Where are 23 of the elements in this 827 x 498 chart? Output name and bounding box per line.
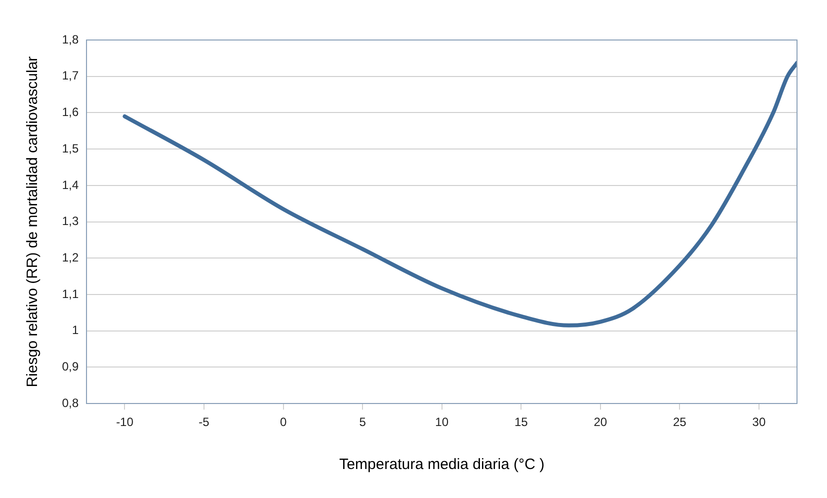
x-tick-label: 0 <box>280 415 287 430</box>
x-tick-label: 20 <box>594 415 608 430</box>
line-series <box>122 60 797 328</box>
x-tick-label: 30 <box>752 415 766 430</box>
x-tick-label: -5 <box>198 415 210 430</box>
x-tick-label: 5 <box>359 415 366 430</box>
y-tick-label: 1,8 <box>62 32 79 46</box>
x-tick-label: -10 <box>116 415 134 430</box>
y-tick-label: 1,5 <box>62 141 79 156</box>
y-tick-label: 1,3 <box>62 214 79 228</box>
y-tick-label: 1 <box>72 323 79 338</box>
y-axis-title: Riesgo relativo (RR) de mortalidad cardiovascular <box>24 56 42 388</box>
y-tick-label: 1,4 <box>62 178 79 192</box>
y-tick-label: 0,8 <box>62 396 79 410</box>
y-tick-label: 1,7 <box>62 68 79 83</box>
x-tick-label: 10 <box>435 415 449 430</box>
x-axis-title: Temperatura media diaria (°C ) <box>339 456 544 474</box>
y-tick-label: 1,2 <box>62 250 79 264</box>
y-tick-label: 0,9 <box>62 360 79 374</box>
x-tick-label: 25 <box>672 415 687 430</box>
y-tick-label: 1,6 <box>62 105 79 120</box>
x-tick-label: 15 <box>514 415 528 430</box>
y-tick-label: 1,1 <box>62 286 79 301</box>
